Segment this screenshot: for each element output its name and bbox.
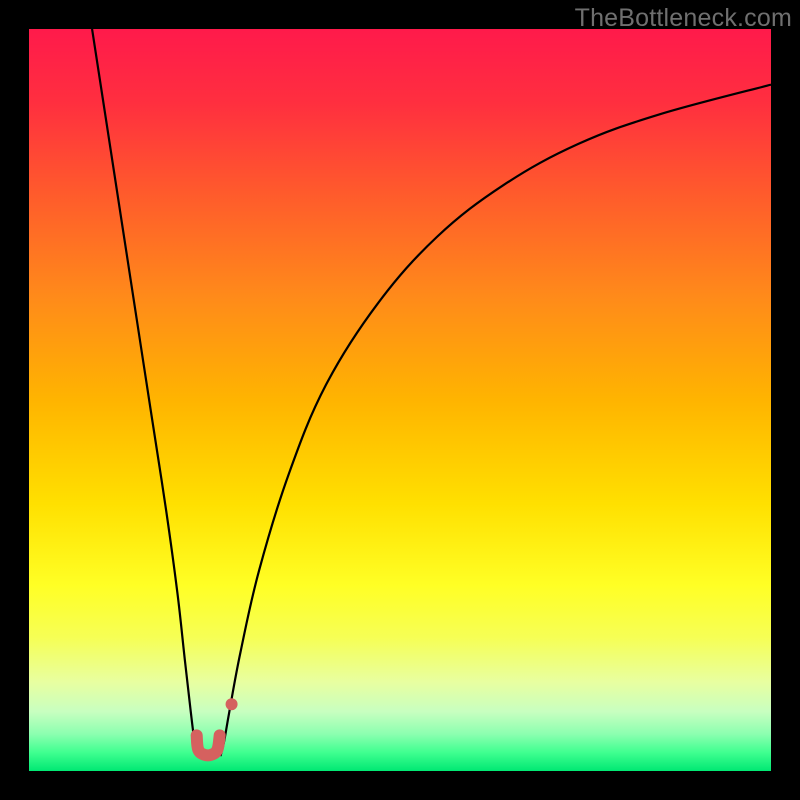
chart-frame: TheBottleneck.com: [0, 0, 800, 800]
bottleneck-curve: [29, 29, 771, 771]
plot-area: [29, 29, 771, 771]
watermark-text: TheBottleneck.com: [575, 4, 792, 33]
